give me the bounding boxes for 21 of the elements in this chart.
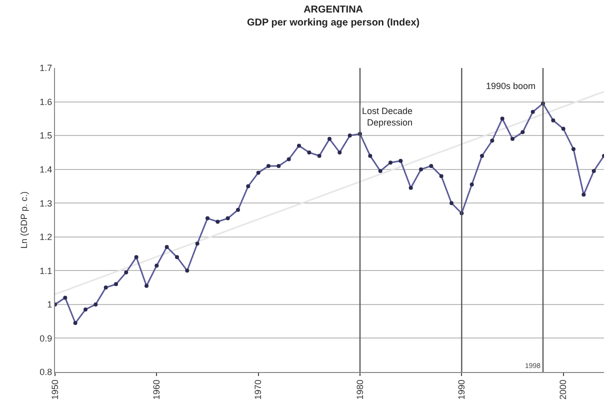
annotation: Lost Decade Depression	[362, 106, 413, 128]
x-tick-label: 2000	[558, 380, 568, 400]
y-tick-label: 0.9	[40, 333, 52, 344]
x-tick-label: 1950	[50, 380, 60, 400]
x-tick-label: 1980	[354, 380, 365, 400]
x-tick-label: 1990	[456, 380, 467, 400]
chart-title: ARGENTINA	[304, 4, 364, 16]
y-axis-title: Ln (GDP p. c.)	[19, 191, 29, 249]
y-tick-label: 0.8	[40, 367, 52, 378]
x-tick-label: 1960	[152, 380, 162, 400]
x-tick-label: 1970	[253, 380, 264, 400]
chart-subtitle: GDP per working age person (Index)	[246, 18, 420, 29]
annotation: 1990s boom	[486, 81, 536, 91]
y-tick-label: 1.6	[40, 96, 52, 107]
y-tick-label: 1.5	[40, 130, 52, 141]
y-tick-label: 1.3	[40, 198, 52, 208]
y-tick-label: 1.4	[40, 164, 52, 174]
y-tick-label: 1	[47, 300, 52, 310]
y-tick-label: 1.1	[40, 266, 52, 276]
y-tick-label: 1.7	[40, 63, 52, 74]
y-tick-label: 1.2	[40, 232, 52, 242]
